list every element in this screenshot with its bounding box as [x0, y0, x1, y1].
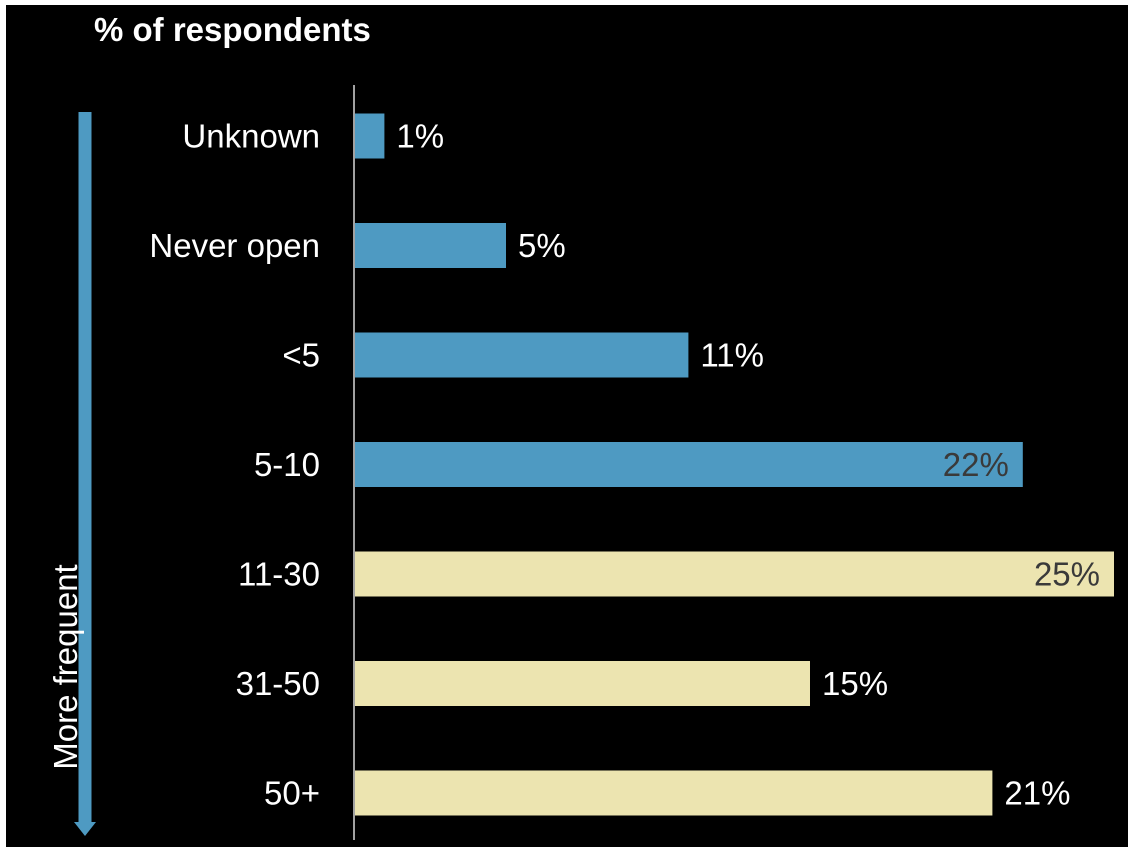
value-label: 5% — [518, 227, 566, 264]
value-label: 25% — [1034, 556, 1100, 593]
bar — [355, 442, 1023, 487]
chart-background — [6, 5, 1128, 847]
value-label: 22% — [943, 446, 1009, 483]
bar — [355, 332, 689, 378]
bar — [355, 551, 1114, 597]
frequency-arrow-head — [74, 822, 96, 836]
bars-group: Unknown 1% Never open 5% <5 11% 5-10 22% 11-30 25… — [149, 113, 1114, 816]
frequency-arrow-label: More frequent — [47, 564, 84, 770]
category-label: 5-10 — [254, 446, 320, 483]
category-label: 31-50 — [236, 665, 320, 702]
category-label: Unknown — [182, 118, 320, 155]
bar — [355, 770, 993, 816]
category-label: 50+ — [264, 775, 320, 812]
value-label: 1% — [396, 118, 444, 155]
category-label: 11-30 — [238, 556, 320, 593]
bar — [355, 113, 385, 159]
value-label: 21% — [1004, 775, 1070, 812]
bar — [355, 223, 506, 268]
value-label: 15% — [822, 665, 888, 702]
category-label: Never open — [149, 227, 320, 264]
category-label: <5 — [282, 337, 320, 374]
bar — [355, 661, 810, 706]
chart-title: % of respondents — [94, 11, 371, 48]
value-label: 11% — [700, 337, 764, 374]
